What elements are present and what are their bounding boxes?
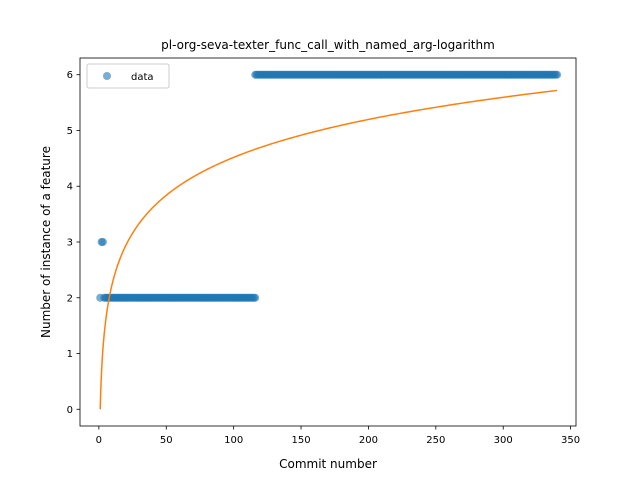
x-axis-label: Commit number xyxy=(279,457,377,471)
x-tick-label: 50 xyxy=(160,435,173,446)
x-tick-label: 200 xyxy=(359,435,378,446)
x-tick-label: 250 xyxy=(426,435,445,446)
plot-marks xyxy=(96,70,562,410)
x-tick-label: 300 xyxy=(494,435,513,446)
y-axis-label: Number of instance of a feature xyxy=(39,146,53,338)
data-point xyxy=(251,293,260,302)
legend-label-data: data xyxy=(131,72,154,83)
x-tick-label: 350 xyxy=(561,435,580,446)
y-tick-label: 0 xyxy=(67,405,73,416)
x-tick-label: 100 xyxy=(224,435,243,446)
legend-frame xyxy=(86,63,170,89)
data-point xyxy=(553,70,562,79)
y-tick-label: 1 xyxy=(67,349,73,360)
x-tick-label: 150 xyxy=(291,435,310,446)
legend: data xyxy=(86,63,170,89)
y-tick-label: 3 xyxy=(67,238,73,249)
chart-title: pl-org-seva-texter_func_call_with_named_… xyxy=(161,38,495,52)
x-tick-label: 0 xyxy=(96,435,102,446)
log-fit-line xyxy=(99,89,558,410)
y-tick-label: 2 xyxy=(67,293,73,304)
y-tick-label: 4 xyxy=(67,182,73,193)
y-tick-label: 6 xyxy=(67,70,73,81)
legend-marker-data xyxy=(103,72,111,80)
axes: 0 50 100 150 200 250 300 350 0 1 2 3 4 5 6 xyxy=(67,57,580,446)
plot-area xyxy=(96,70,562,410)
data-point xyxy=(98,238,107,246)
y-tick-label: 5 xyxy=(67,126,73,137)
